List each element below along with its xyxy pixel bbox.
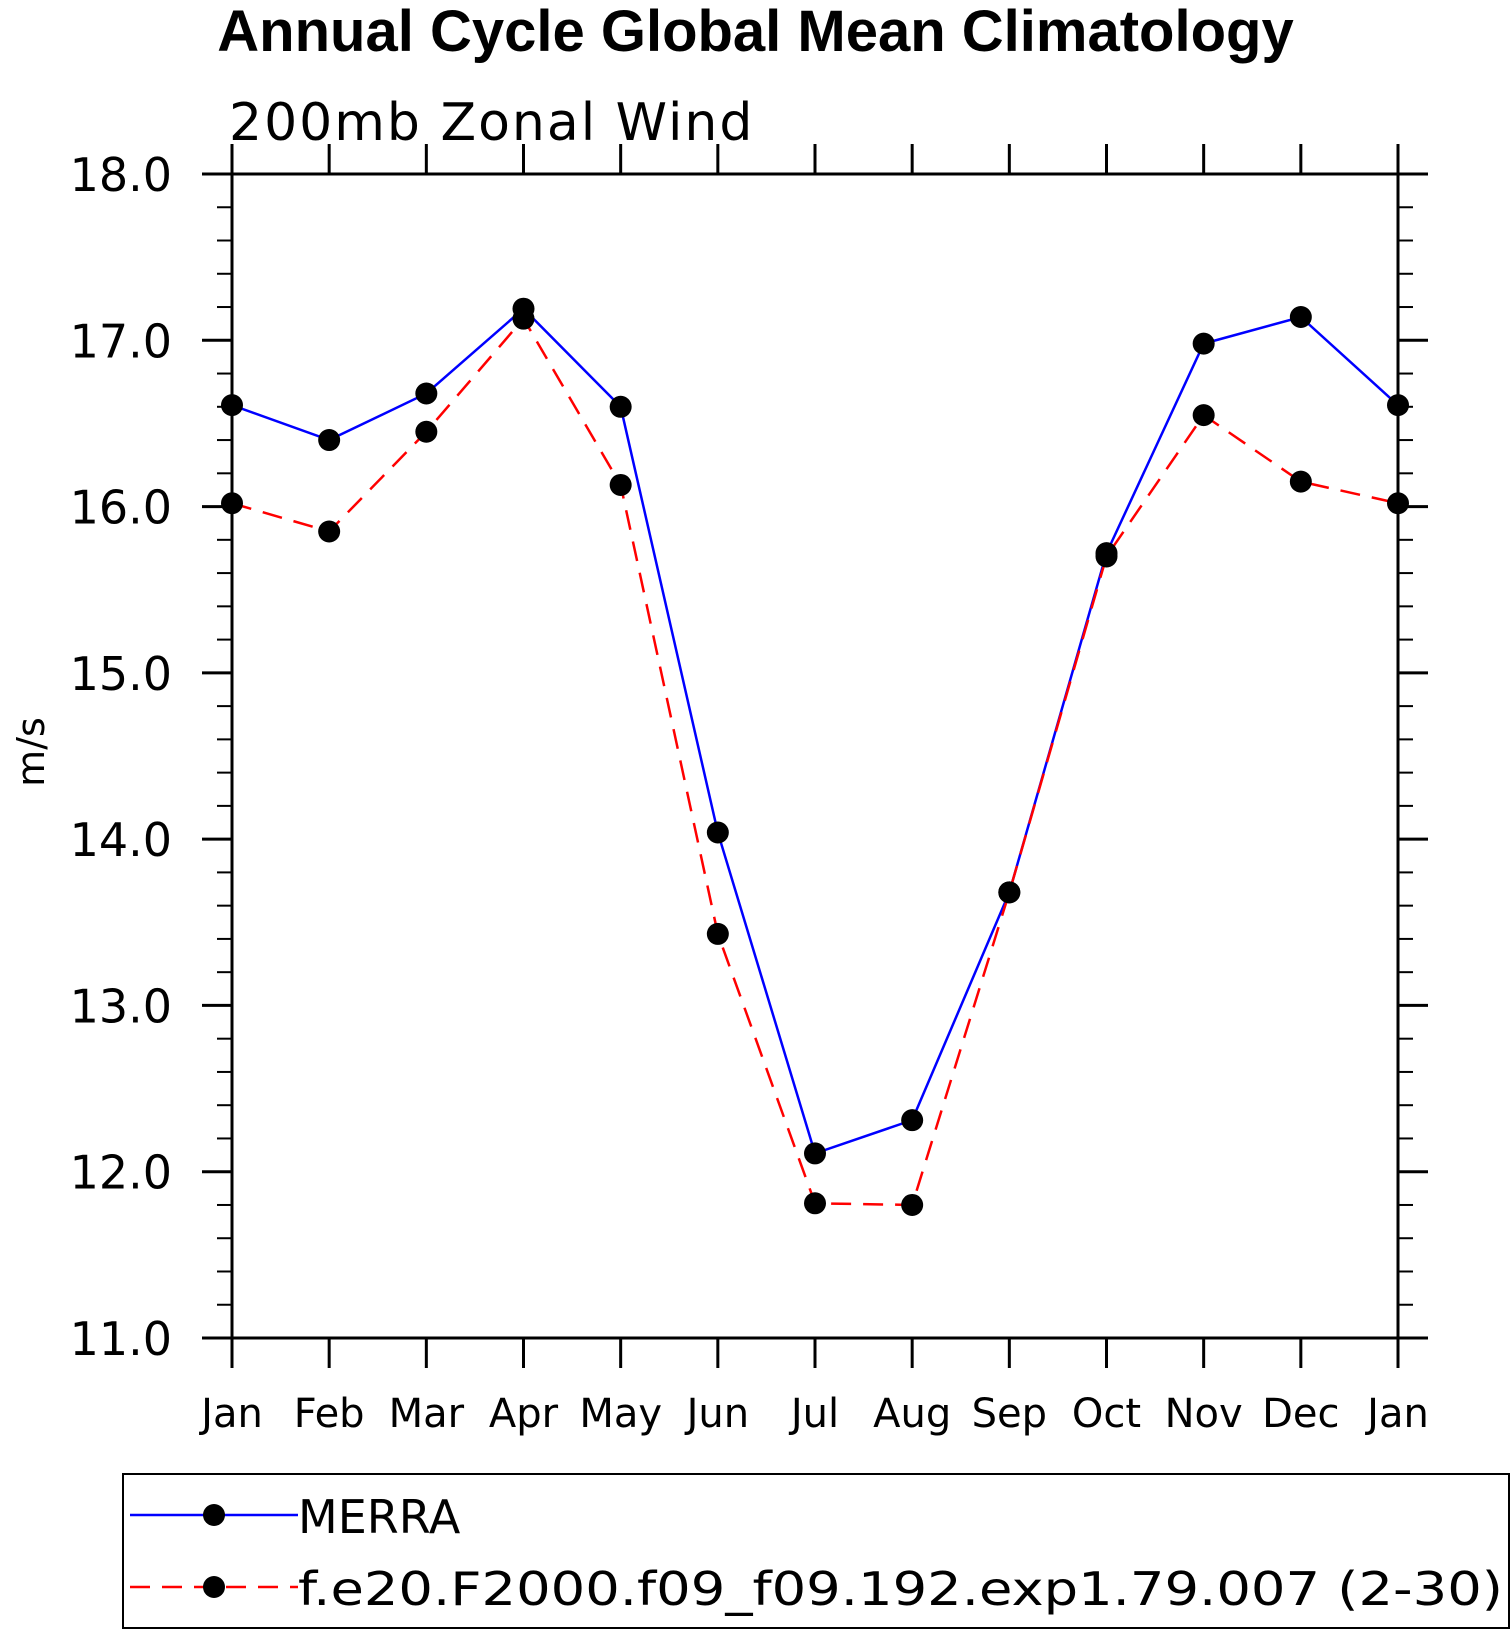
x-tick-label: Sep bbox=[972, 1391, 1047, 1437]
y-tick-label: 13.0 bbox=[70, 979, 172, 1033]
y-tick-label: 11.0 bbox=[70, 1312, 172, 1366]
y-tick-label: 12.0 bbox=[70, 1146, 172, 1200]
x-tick-label: Mar bbox=[389, 1391, 465, 1437]
chart-subtitle: 200mb Zonal Wind bbox=[229, 93, 754, 153]
data-point-series-1 bbox=[1095, 545, 1118, 568]
series-layer bbox=[221, 297, 1409, 1216]
x-tick-label: Aug bbox=[873, 1391, 951, 1437]
x-tick-labels: Jan Feb Mar Apr May Jun Jul Aug Sep Oct Nov Dec Jan bbox=[198, 1391, 1429, 1437]
data-point-series-1 bbox=[415, 420, 438, 443]
legend-box bbox=[122, 1473, 1510, 1629]
data-point-series-1 bbox=[804, 1192, 826, 1215]
legend-label-model: f.e20.F2000.f09_f09.192.exp1.79.007 (2-3… bbox=[298, 1562, 1503, 1616]
x-tick-label: Jan bbox=[198, 1391, 263, 1437]
legend-marker-model bbox=[203, 1576, 225, 1598]
legend-marker-merra bbox=[203, 1504, 225, 1526]
y-axis-label: m/s bbox=[9, 717, 53, 787]
chart-title: Annual Cycle Global Mean Climatology bbox=[217, 0, 1294, 64]
data-point-series-1 bbox=[1387, 492, 1409, 515]
data-point-series-1 bbox=[609, 473, 632, 496]
x-tick-label: Jul bbox=[788, 1391, 839, 1437]
data-point-series-0 bbox=[706, 821, 729, 844]
data-point-series-1 bbox=[706, 922, 729, 945]
x-tick-label: Apr bbox=[489, 1391, 559, 1437]
series-line-0 bbox=[231, 306, 1399, 1156]
data-point-series-1 bbox=[1289, 470, 1312, 493]
series-line-1 bbox=[231, 316, 1399, 1207]
data-point-series-0 bbox=[415, 382, 438, 405]
y-tick-label: 14.0 bbox=[70, 813, 172, 867]
data-point-series-1 bbox=[998, 881, 1021, 904]
y-tick-label: 18.0 bbox=[70, 148, 172, 202]
data-point-series-1 bbox=[1192, 404, 1215, 427]
axis-ticks bbox=[202, 144, 1428, 1368]
x-tick-label: Dec bbox=[1262, 1391, 1339, 1437]
x-tick-label: Nov bbox=[1165, 1391, 1243, 1437]
y-tick-label: 15.0 bbox=[70, 647, 172, 701]
y-tick-labels: 11.0 12.0 13.0 14.0 15.0 16.0 17.0 18.0 bbox=[70, 148, 172, 1366]
data-point-series-0 bbox=[804, 1142, 826, 1165]
data-point-series-1 bbox=[512, 307, 535, 330]
x-tick-label: Jun bbox=[684, 1391, 750, 1437]
y-tick-label: 17.0 bbox=[70, 314, 172, 368]
data-point-series-0 bbox=[609, 395, 632, 418]
x-tick-label: Jan bbox=[1364, 1391, 1429, 1437]
x-tick-label: May bbox=[579, 1391, 662, 1437]
plot-frame bbox=[230, 172, 1400, 1340]
data-point-series-0 bbox=[1387, 394, 1409, 417]
data-point-series-0 bbox=[1289, 306, 1312, 329]
data-point-series-0 bbox=[901, 1109, 924, 1132]
data-point-series-1 bbox=[221, 492, 243, 515]
data-point-series-0 bbox=[221, 394, 243, 417]
data-point-series-0 bbox=[318, 429, 341, 452]
data-point-series-0 bbox=[1192, 332, 1215, 355]
data-point-series-1 bbox=[318, 520, 341, 543]
data-point-series-1 bbox=[901, 1193, 924, 1216]
legend-label-merra: MERRA bbox=[298, 1490, 461, 1544]
y-tick-label: 16.0 bbox=[70, 481, 172, 535]
x-tick-label: Oct bbox=[1072, 1391, 1141, 1437]
legend: MERRA f.e20.F2000.f09_f09.192.exp1.79.00… bbox=[122, 1473, 1510, 1629]
x-tick-label: Feb bbox=[294, 1391, 365, 1437]
